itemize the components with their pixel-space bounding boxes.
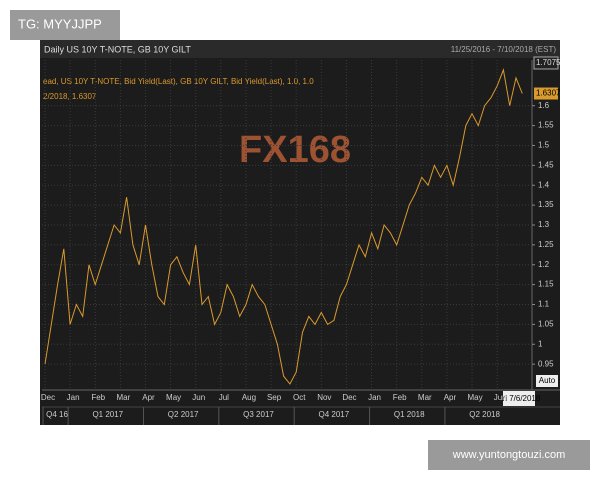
x-tick-label: May: [467, 393, 482, 402]
cursor-date: Fri 7/6/2018: [498, 394, 541, 403]
auto-box: [536, 375, 558, 387]
x-tick-label: Jun: [494, 393, 507, 402]
x-tick-label: Nov: [317, 393, 331, 402]
y-tick-label: 1.1: [538, 300, 550, 309]
x-tick-label: Apr: [142, 393, 155, 402]
cursor-box: [503, 391, 535, 406]
date-range: 11/25/2016 - 7/10/2018 (EST): [451, 45, 557, 54]
quarter-label: Q2 2018: [469, 410, 500, 419]
quarter-label: Q4 16: [46, 410, 68, 419]
x-tick-label: Jul: [219, 393, 229, 402]
site-watermark: www.yuntongtouzi.com: [452, 449, 566, 461]
x-tick-label: Feb: [91, 393, 105, 402]
y-tick-label: 1.2: [538, 260, 550, 269]
x-tick-label: Dec: [342, 393, 356, 402]
y-tick-label: 0.95: [538, 359, 554, 368]
y-tick-label: 1.45: [538, 160, 554, 169]
logo: FX168: [239, 129, 351, 171]
y-tick-label: 1.55: [538, 121, 554, 130]
x-tick-label: Mar: [418, 393, 432, 402]
axis-mode: Auto: [539, 376, 556, 385]
x-tick-label: Jun: [192, 393, 205, 402]
y-tick-label: 1.15: [538, 280, 554, 289]
x-tick-label: Oct: [293, 393, 306, 402]
last-value-label: 1.6307: [536, 89, 561, 98]
quarter-label: Q1 2017: [92, 410, 123, 419]
y-tick-label: 1.25: [538, 240, 554, 249]
watermark: TG: MYYJJPP: [18, 16, 102, 31]
x-tick-label: May: [166, 393, 181, 402]
quarter-label: Q3 2017: [243, 410, 274, 419]
y-tick-label: 1.6: [538, 101, 550, 110]
x-tick-label: Jan: [368, 393, 381, 402]
axis-max-box: [533, 56, 559, 70]
x-tick-label: Aug: [242, 393, 256, 402]
x-tick-label: Feb: [393, 393, 407, 402]
chart-panel: [40, 40, 560, 425]
y-tick-label: 1: [538, 339, 543, 348]
y-tick-label: 1.05: [538, 319, 554, 328]
quarter-label: Q4 2017: [319, 410, 350, 419]
quarter-label: Q2 2017: [168, 410, 199, 419]
line-series: [44, 68, 523, 385]
x-tick-label: Jan: [67, 393, 80, 402]
y-tick-label: 1.4: [538, 180, 550, 189]
last-value-box: [534, 87, 558, 100]
title-bar: [40, 40, 560, 58]
y-tick-label: 1.5: [538, 141, 550, 150]
y-tick-label: 1.35: [538, 200, 554, 209]
y-tick-label: 1.3: [538, 220, 550, 229]
axis-max-label: 1.7075: [536, 58, 561, 67]
x-tick-label: Dec: [41, 393, 55, 402]
x-tick-label: Apr: [444, 393, 457, 402]
x-tick-label: Mar: [116, 393, 130, 402]
chart-title: Daily US 10Y T-NOTE, GB 10Y GILT: [44, 44, 191, 54]
x-tick-label: Sep: [267, 393, 282, 402]
watermark-box: [10, 10, 120, 40]
site-box: [428, 440, 590, 470]
legend-text: ead, US 10Y T-NOTE, Bid Yield(Last), GB …: [43, 77, 314, 86]
quarter-label: Q1 2018: [394, 410, 425, 419]
